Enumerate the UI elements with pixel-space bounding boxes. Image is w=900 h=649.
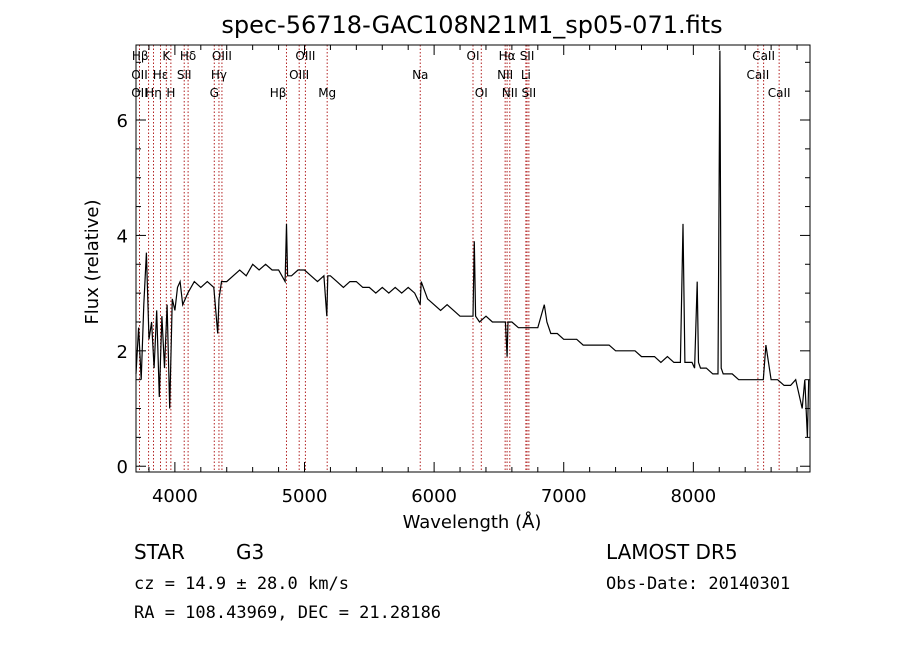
x-tick-label: 8000 bbox=[670, 486, 716, 507]
axis-ticks: 4000 5000 6000 7000 8000 0 2 4 6 bbox=[117, 45, 810, 507]
spectral-line-label: OIII bbox=[295, 49, 315, 63]
x-axis-label: Wavelength (Å) bbox=[403, 511, 542, 533]
y-tick-label: 0 bbox=[117, 457, 128, 478]
spectral-line-label: CaII bbox=[752, 49, 775, 63]
x-tick-label: 6000 bbox=[411, 486, 457, 507]
spectral-line-label: Hα bbox=[499, 49, 516, 63]
chart-title: spec-56718-GAC108N21M1_sp05-071.fits bbox=[221, 11, 722, 39]
y-axis-label: Flux (relative) bbox=[82, 199, 103, 324]
object-class: STAR bbox=[134, 540, 185, 564]
spectral-line-label: Hβ bbox=[132, 49, 149, 63]
spectral-line-label: OII bbox=[131, 86, 148, 100]
spectral-line-label: OIII bbox=[289, 68, 309, 82]
spectral-line-label: OI bbox=[467, 49, 480, 63]
spectral-line-label: Hβ bbox=[270, 86, 287, 100]
spectral-line-label: OIII bbox=[212, 49, 232, 63]
spectral-line-label: NII bbox=[497, 68, 513, 82]
spectral-line-label: K bbox=[162, 49, 171, 63]
spectral-line-label: CaII bbox=[768, 86, 791, 100]
x-tick-label: 4000 bbox=[152, 486, 198, 507]
spectral-line-label: Hδ bbox=[180, 49, 196, 63]
redshift-velocity: cz = 14.9 ± 28.0 km/s bbox=[134, 574, 349, 594]
spectral-line-label: H bbox=[166, 86, 175, 100]
spectral-line-label: OII bbox=[131, 68, 148, 82]
spectral-line-label: SII bbox=[177, 68, 192, 82]
spectral-line-label: Hε bbox=[153, 68, 169, 82]
object-subclass: G3 bbox=[236, 540, 265, 564]
spectral-line-label: CaII bbox=[746, 68, 769, 82]
spectral-line-label: Hη bbox=[145, 86, 162, 100]
spectral-line-label: SII bbox=[520, 49, 535, 63]
spectral-line-label: Hγ bbox=[211, 68, 227, 82]
observation-date: Obs-Date: 20140301 bbox=[606, 574, 791, 594]
spectrum-line bbox=[135, 50, 810, 438]
spectral-line-label: SII bbox=[522, 86, 537, 100]
sky-coordinates: RA = 108.43969, DEC = 21.28186 bbox=[134, 603, 442, 623]
spectral-line-markers bbox=[138, 45, 780, 472]
y-tick-label: 2 bbox=[117, 342, 128, 363]
x-tick-label: 7000 bbox=[541, 486, 587, 507]
spectral-line-label: Na bbox=[412, 68, 428, 82]
spectral-line-label: Mg bbox=[318, 86, 336, 100]
spectral-line-label: OI bbox=[475, 86, 488, 100]
spectral-line-label: NII bbox=[502, 86, 518, 100]
spectral-line-label: Li bbox=[521, 68, 531, 82]
x-tick-label: 5000 bbox=[282, 486, 328, 507]
y-tick-label: 4 bbox=[117, 226, 128, 247]
plot-frame bbox=[135, 44, 811, 473]
y-tick-label: 6 bbox=[117, 111, 128, 132]
spectral-line-label: G bbox=[210, 86, 219, 100]
survey-name: LAMOST DR5 bbox=[606, 540, 738, 564]
